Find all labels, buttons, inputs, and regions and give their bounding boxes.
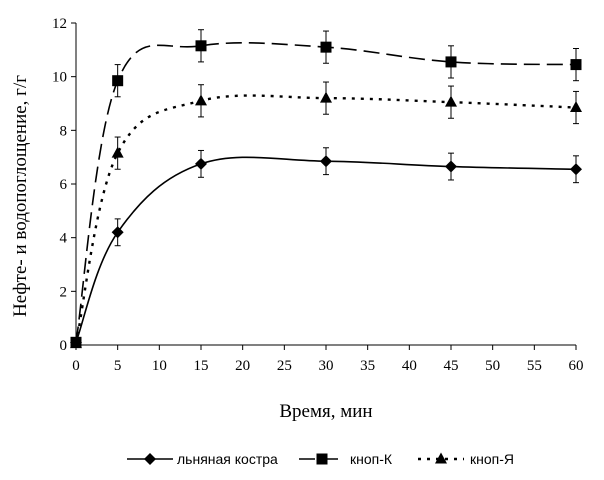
legend-marker-0 xyxy=(144,453,156,465)
x-tick-label-3: 15 xyxy=(194,358,209,374)
series-point-0-5 xyxy=(570,163,582,176)
y-tick-label-4: 8 xyxy=(60,123,68,139)
x-axis-title: Время, мин xyxy=(279,401,372,422)
plot-area: 0 2 4 6 8 10 12 0 5 10 15 20 25 30 35 40 45 50 55 60 xyxy=(52,16,584,374)
y-tick-label-0: 0 xyxy=(60,338,68,354)
series-point-0-3 xyxy=(320,155,332,168)
series-point-2-5 xyxy=(570,101,582,113)
series-point-2-3 xyxy=(320,91,332,103)
x-tick-label-0: 0 xyxy=(72,358,80,374)
legend-label-0: льняная костра xyxy=(177,451,278,467)
series-point-1-5 xyxy=(570,59,582,71)
x-tick-label-2: 10 xyxy=(152,358,167,374)
series-point-2-4 xyxy=(445,95,457,107)
series-point-0-1 xyxy=(111,226,124,239)
legend-label-1: кноп-К xyxy=(350,451,393,467)
series-point-2-0 xyxy=(70,337,82,349)
x-tick-label-10: 50 xyxy=(485,358,500,374)
x-tick-label-4: 20 xyxy=(235,358,250,374)
series-point-1-3 xyxy=(320,41,332,53)
series-line-1 xyxy=(75,42,577,343)
series-line-2 xyxy=(74,94,577,344)
series-point-1-2 xyxy=(195,40,207,52)
x-tick-label-1: 5 xyxy=(114,358,122,374)
legend-marker-2 xyxy=(435,452,447,464)
series-point-2-1 xyxy=(111,146,124,158)
series-point-0-2 xyxy=(195,157,207,170)
y-tick-label-5: 10 xyxy=(52,70,67,86)
legend: льняная костра кноп-К кноп-Я xyxy=(127,451,514,467)
x-tick-label-8: 40 xyxy=(402,358,417,374)
series-point-1-1 xyxy=(112,75,124,87)
y-axis-title: Нефте- и водопоглощение, г/г xyxy=(10,75,31,317)
y-tick-label-2: 4 xyxy=(60,231,68,247)
y-tick-label-1: 2 xyxy=(60,284,68,300)
series-line-0 xyxy=(75,156,577,343)
x-tick-label-5: 25 xyxy=(277,358,292,374)
x-tick-label-12: 60 xyxy=(569,358,584,374)
series-point-2-2 xyxy=(195,94,207,106)
x-tick-label-11: 55 xyxy=(527,358,542,374)
legend-marker-1 xyxy=(316,453,328,465)
y-tick-label-6: 12 xyxy=(52,16,67,32)
x-tick-label-6: 30 xyxy=(319,358,334,374)
x-tick-label-7: 35 xyxy=(360,358,375,374)
series-point-0-4 xyxy=(445,160,457,173)
series-point-1-4 xyxy=(445,56,457,68)
x-tick-label-9: 45 xyxy=(444,358,459,374)
legend-label-2: кноп-Я xyxy=(470,451,514,467)
y-tick-label-3: 6 xyxy=(60,177,68,193)
